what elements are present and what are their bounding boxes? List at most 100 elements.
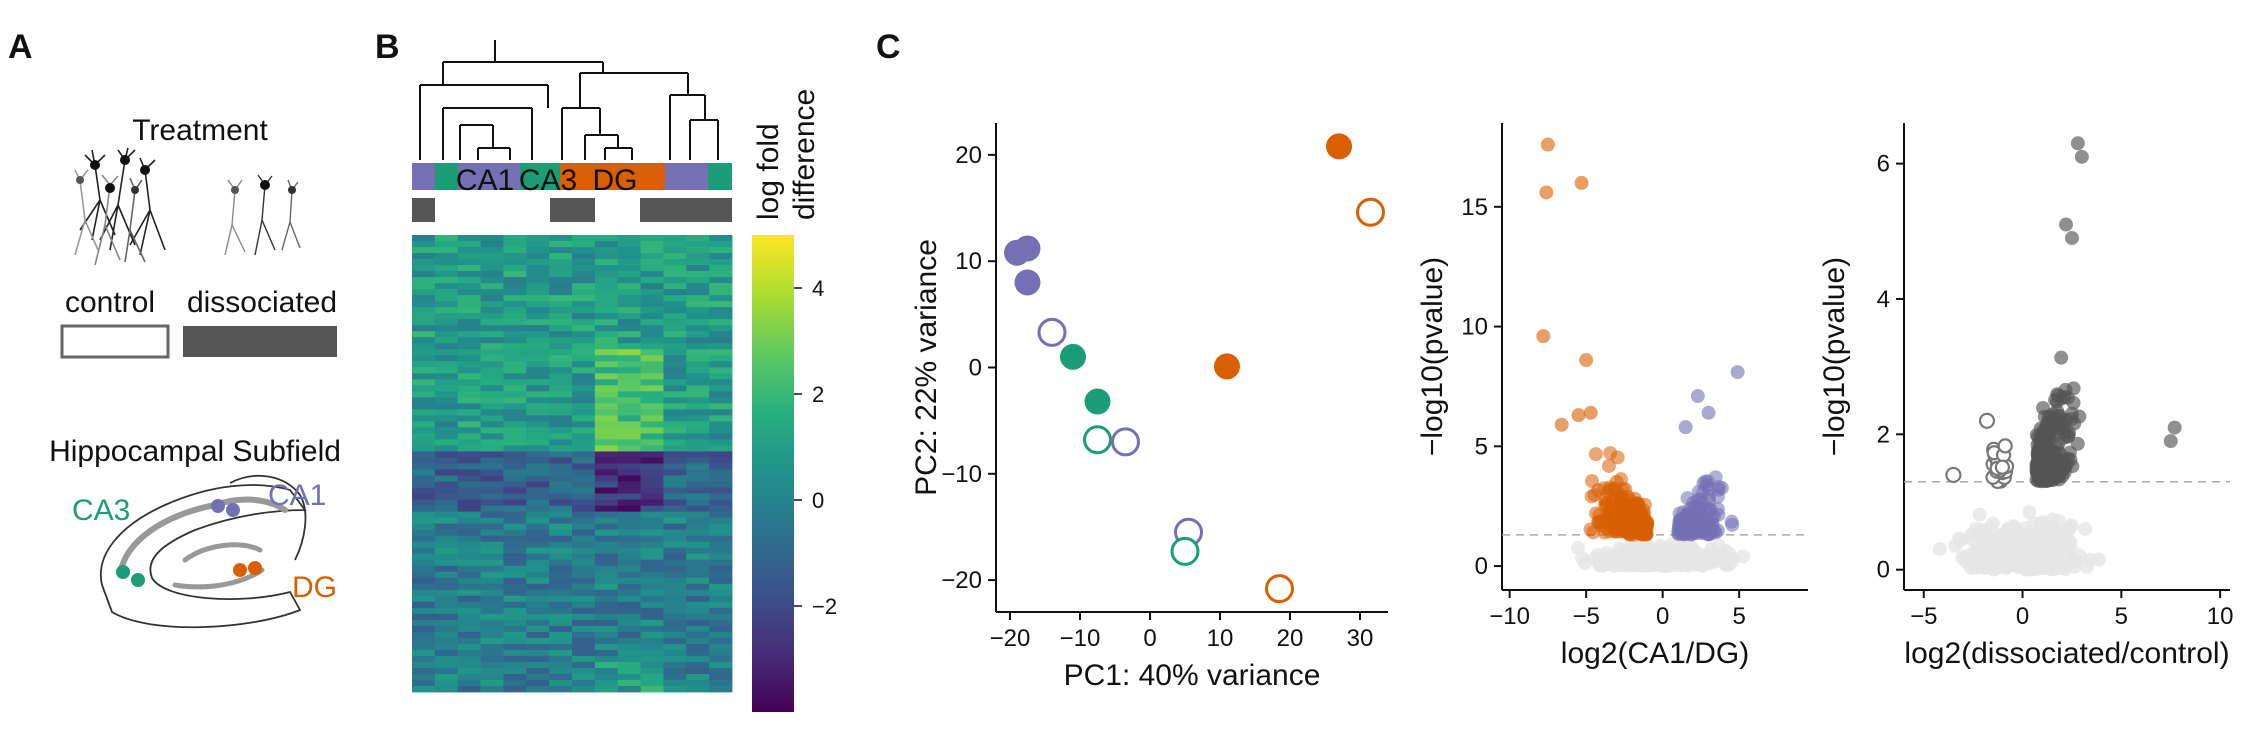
volcano-point-ns <box>1680 544 1695 559</box>
heatmap-cell <box>549 517 573 525</box>
heatmap-cell <box>572 517 596 525</box>
heatmap-cell <box>594 373 619 380</box>
heatmap-cell <box>503 487 527 494</box>
x-tick-label: −10 <box>1489 603 1530 630</box>
heatmap-cell <box>572 643 596 651</box>
heatmap-cell <box>617 265 641 272</box>
heatmap-cell <box>709 511 733 519</box>
heatmap-cell <box>412 679 436 687</box>
heatmap-cell <box>526 265 550 272</box>
x-axis-label: log2(dissociated/control) <box>1904 637 2229 670</box>
heatmap-cell <box>503 361 527 368</box>
heatmap-cell <box>526 421 550 428</box>
heatmap-cell <box>686 625 710 633</box>
heatmap-cell <box>457 265 481 272</box>
heatmap-cell <box>412 511 436 519</box>
heatmap-cell <box>686 631 710 639</box>
heatmap-cell <box>457 487 481 494</box>
heatmap-cell <box>594 523 619 531</box>
heatmap-cell <box>709 427 733 434</box>
heatmap-cell <box>457 505 481 512</box>
heatmap-cell <box>640 679 664 687</box>
heatmap-cell <box>617 403 641 410</box>
heatmap-cell <box>594 637 619 645</box>
heatmap-cell <box>617 511 641 519</box>
colorbar-tick-label: 2 <box>812 382 824 407</box>
heatmap-cell <box>640 577 664 585</box>
heatmap-cell <box>549 265 573 272</box>
y-tick-label: 2 <box>1877 421 1890 448</box>
heatmap-cell <box>594 301 619 308</box>
heatmap-cell <box>434 667 459 675</box>
heatmap-cell <box>686 613 710 621</box>
heatmap-cell <box>480 511 504 519</box>
heatmap-cell <box>572 571 596 579</box>
heatmap-cell <box>480 451 504 458</box>
heatmap-cell <box>457 331 481 338</box>
subfield-bar-segment <box>580 163 665 190</box>
heatmap-cell <box>572 355 596 362</box>
heatmap-cell <box>640 535 664 543</box>
heatmap-cell <box>412 301 436 308</box>
heatmap-cell <box>457 583 481 591</box>
heatmap-cell <box>572 397 596 404</box>
heatmap-cell <box>663 337 687 344</box>
heatmap-cell <box>617 349 641 356</box>
volcano-point-ns <box>1653 538 1668 553</box>
heatmap-cell <box>663 571 687 579</box>
heatmap-cell <box>686 367 710 374</box>
heatmap-cell <box>434 307 459 314</box>
heatmap-cell <box>526 655 550 663</box>
heatmap-cell <box>594 559 619 567</box>
heatmap-cell <box>663 565 687 573</box>
heatmap-cell <box>412 547 436 555</box>
heatmap-cell <box>457 253 481 260</box>
heatmap-cell <box>526 313 550 320</box>
heatmap-cell <box>640 295 664 302</box>
heatmap-cell <box>526 355 550 362</box>
heatmap-cell <box>434 565 459 573</box>
heatmap-cell <box>480 619 504 627</box>
heatmap-cell <box>686 379 710 386</box>
ca3-diagram-label: CA3 <box>72 494 130 527</box>
volcano-point-ns <box>2045 519 2060 534</box>
neurons-control-icon <box>74 147 166 266</box>
heatmap-cell <box>640 613 664 621</box>
heatmap-cell <box>457 529 481 537</box>
heatmap-cell <box>434 301 459 308</box>
heatmap-cell <box>594 685 619 693</box>
heatmap-cell <box>686 667 710 675</box>
heatmap-cell <box>709 667 733 675</box>
heatmap-cell <box>503 421 527 428</box>
x-tick-label: 20 <box>1277 625 1304 652</box>
heatmap-cell <box>503 331 527 338</box>
volcano-point-ns <box>2045 534 2060 549</box>
heatmap-cell <box>686 547 710 555</box>
heatmap-cell <box>480 439 504 446</box>
heatmap-dg-label: DG <box>593 164 638 197</box>
heatmap-cell <box>526 337 550 344</box>
pca-plot: −20 −10 0 10 20 30 20 10 0 −10 −20 PC1: 40% varianc… <box>910 123 1388 692</box>
heatmap-cell <box>503 283 527 290</box>
heatmap-cell <box>640 457 664 464</box>
x-axis-label: PC1: 40% variance <box>1064 659 1321 692</box>
heatmap-cell <box>549 487 573 494</box>
heatmap-cell <box>526 457 550 464</box>
heatmap-cell <box>572 421 596 428</box>
heatmap-cell <box>640 565 664 573</box>
heatmap-cell <box>480 259 504 266</box>
volcano-point-dg <box>1586 525 1601 540</box>
heatmap-cell <box>457 349 481 356</box>
heatmap-cell <box>549 295 573 302</box>
subfield-bar-segment <box>435 163 458 190</box>
heatmap-cell <box>412 613 436 621</box>
heatmap-cell <box>480 541 504 549</box>
heatmap-cell <box>572 313 596 320</box>
subfield-bar-segment <box>560 163 580 190</box>
heatmap-cell <box>526 565 550 573</box>
heatmap-cell <box>663 649 687 657</box>
heatmap-cell <box>412 271 436 278</box>
heatmap-cell <box>709 373 733 380</box>
pca-point <box>1037 317 1067 347</box>
heatmap-cell <box>480 289 504 296</box>
